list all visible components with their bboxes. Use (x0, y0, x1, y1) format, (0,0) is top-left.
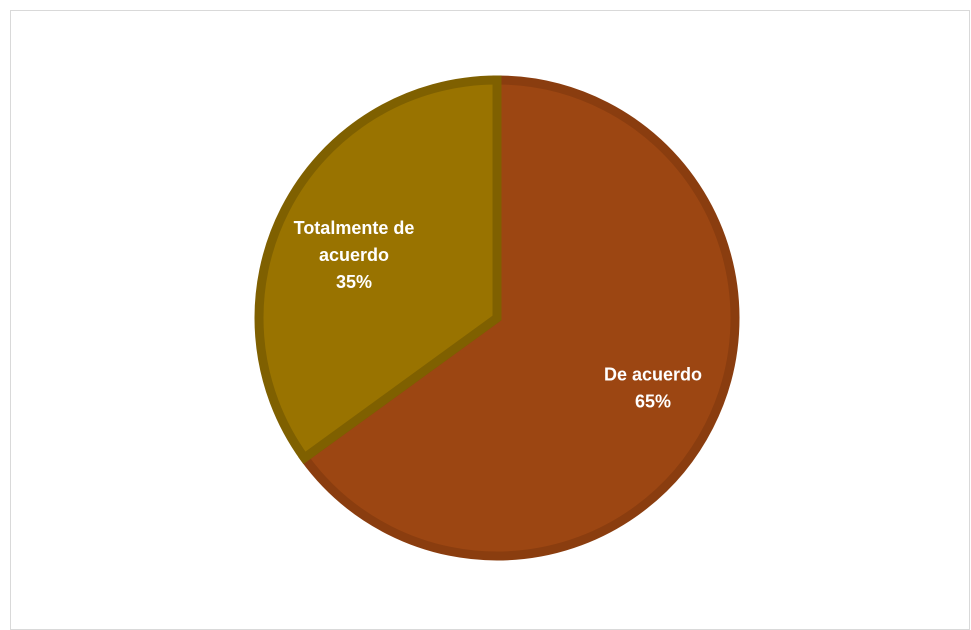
pie-slice-de-acuerdo (298, 75, 740, 561)
slice-name-label: acuerdo (319, 245, 389, 265)
slice-percent-label: 65% (635, 392, 671, 412)
pie-slice-totalmente-de-acuerdo (254, 75, 502, 465)
pie-labels: De acuerdo 65% Totalmente de acuerdo 35% (294, 218, 702, 412)
pie-slices (254, 75, 740, 561)
slice-label: Totalmente de acuerdo 35% (294, 218, 415, 292)
slice-name-label: De acuerdo (604, 365, 702, 385)
slice-name-label: Totalmente de (294, 218, 415, 238)
slice-label: De acuerdo 65% (604, 365, 702, 412)
slice-percent-label: 35% (336, 272, 372, 292)
